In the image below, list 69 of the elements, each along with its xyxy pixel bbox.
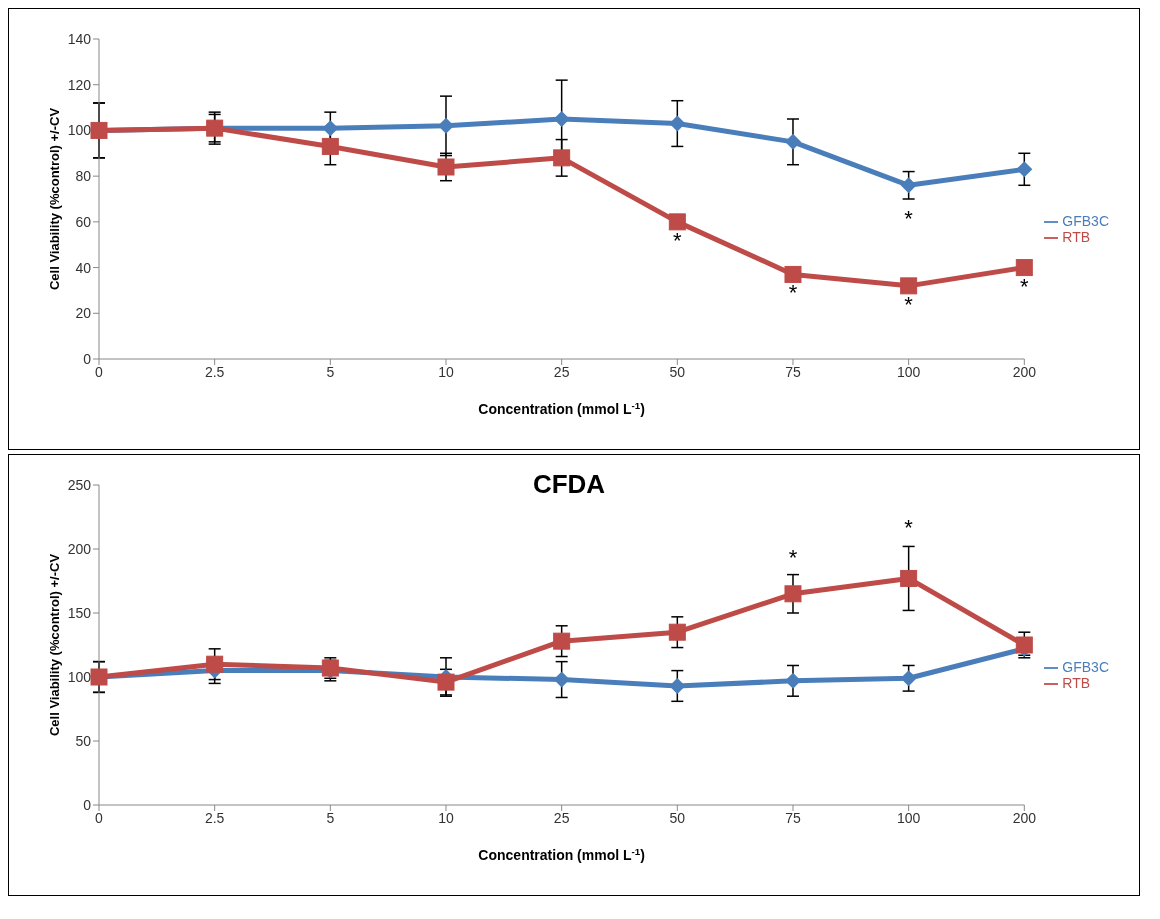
- point: [553, 149, 571, 167]
- point: [321, 137, 339, 155]
- point: [437, 673, 455, 691]
- point: [784, 265, 802, 283]
- x-tick-label: 100: [896, 363, 921, 380]
- x-axis-title: Concentration (mmol L$^{-1}$): [478, 399, 645, 417]
- point: [553, 671, 570, 688]
- y-tick-label: 50: [75, 732, 92, 749]
- y-axis-title: Cell Viability (%control) +/-CV: [47, 107, 62, 291]
- point: [553, 111, 570, 127]
- y-tick-label: 200: [67, 540, 92, 557]
- point: [784, 133, 801, 150]
- point: [669, 677, 686, 694]
- annotation: *: [1020, 273, 1030, 299]
- y-tick-label: 250: [67, 476, 92, 493]
- legend-label: RTB: [1062, 229, 1091, 245]
- x-tick-label: 25: [553, 809, 570, 826]
- y-tick-label: 0: [83, 350, 92, 367]
- y-tick-label: 20: [75, 305, 92, 322]
- annotation: *: [788, 280, 798, 306]
- point: [900, 569, 918, 587]
- point: [1015, 259, 1033, 277]
- x-tick-label: 100: [896, 809, 921, 826]
- x-tick-label: 75: [785, 809, 801, 826]
- x-tick-label: 75: [785, 363, 801, 380]
- point: [1016, 161, 1033, 178]
- y-axis-title: Cell Viability (%control) +/-CV: [47, 553, 62, 737]
- point: [322, 120, 339, 137]
- annotation: *: [904, 515, 914, 541]
- annotation: *: [904, 291, 914, 317]
- y-tick-label: 120: [67, 76, 92, 93]
- x-tick-label: 0: [95, 363, 104, 380]
- point: [784, 585, 802, 603]
- point: [669, 115, 686, 132]
- y-tick-label: 100: [67, 668, 92, 685]
- x-tick-label: 10: [438, 363, 454, 380]
- point: [206, 655, 224, 673]
- point: [437, 158, 455, 176]
- annotation: *: [788, 544, 798, 570]
- x-tick-label: 0: [95, 809, 104, 826]
- y-tick-label: 40: [75, 259, 92, 276]
- x-tick-label: 200: [1012, 363, 1037, 380]
- y-tick-label: 60: [75, 213, 92, 230]
- x-tick-label: 200: [1012, 809, 1037, 826]
- y-tick-label: 100: [67, 122, 92, 139]
- x-tick-label: 5: [326, 363, 335, 380]
- y-tick-label: 140: [67, 30, 92, 47]
- y-tick-label: 150: [67, 604, 92, 621]
- point: [900, 177, 917, 194]
- x-tick-label: 5: [326, 809, 335, 826]
- x-tick-label: 10: [438, 809, 454, 826]
- annotation: *: [673, 227, 683, 253]
- x-tick-label: 50: [669, 363, 686, 380]
- annotation: *: [904, 206, 914, 232]
- x-tick-label: 50: [669, 809, 686, 826]
- legend-label: GFB3C: [1062, 658, 1109, 675]
- x-tick-label: 2.5: [204, 809, 225, 826]
- x-tick-label: 2.5: [204, 363, 225, 380]
- legend-label: GFB3C: [1062, 212, 1109, 229]
- point: [668, 213, 686, 231]
- chart-title: CFDA: [532, 469, 606, 499]
- y-tick-label: 0: [83, 796, 92, 813]
- x-tick-label: 25: [553, 363, 570, 380]
- legend-label: RTB: [1062, 675, 1091, 691]
- point: [553, 632, 571, 650]
- point: [900, 277, 918, 295]
- y-tick-label: 80: [75, 168, 92, 185]
- x-axis-title: Concentration (mmol L$^{-1}$): [478, 845, 645, 863]
- point: [668, 623, 686, 641]
